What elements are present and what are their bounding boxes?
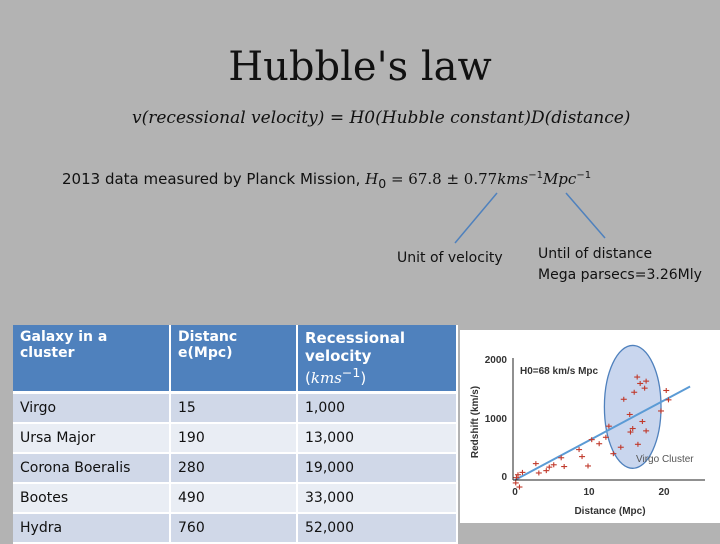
- data-point: [663, 387, 670, 393]
- header-velocity-paren-close: ): [360, 369, 367, 387]
- data-point: [512, 480, 519, 486]
- planck-unit-mpc: Mpc: [542, 170, 577, 188]
- data-point: [617, 444, 624, 450]
- data-point: [605, 423, 612, 429]
- planck-h0-value: = 67.8 ± 0.77: [386, 170, 498, 188]
- header-velocity-label: Recessional velocity: [305, 329, 406, 365]
- header-velocity: Recessional velocity (kms−1): [297, 325, 458, 394]
- data-point: [658, 408, 665, 414]
- distance-cell: 760: [170, 513, 298, 544]
- galaxy-cell: Hydra: [13, 513, 171, 544]
- virgo-cluster-ellipse: [603, 344, 662, 469]
- data-point: [634, 374, 641, 380]
- distance-unit-label: Until of distance Mega parsecs=3.26Mly: [538, 244, 702, 286]
- data-point: [629, 426, 636, 432]
- header-velocity-paren-open: (: [305, 369, 311, 387]
- data-point: [588, 437, 595, 443]
- data-point: [550, 462, 557, 468]
- data-point: [561, 464, 568, 470]
- velocity-cell: 33,000: [297, 483, 458, 514]
- data-point: [513, 475, 520, 481]
- distance-unit-line1: Until of distance: [538, 246, 653, 262]
- header-velocity-unit-exponent: −1: [341, 365, 361, 380]
- header-velocity-unit: kms: [310, 369, 342, 387]
- distance-unit-pointer: [565, 192, 606, 239]
- distance-cell: 490: [170, 483, 298, 514]
- velocity-cell: 19,000: [297, 453, 458, 484]
- slide-title: Hubble's law: [228, 44, 492, 90]
- data-point: [631, 389, 638, 395]
- galaxy-cell: Virgo: [13, 392, 171, 424]
- table-header-row: Galaxy in a cluster Distanc e(Mpc) Reces…: [13, 325, 458, 394]
- data-point: [602, 434, 609, 440]
- data-point: [596, 441, 603, 447]
- distance-cell: 15: [170, 392, 298, 424]
- data-point: [626, 411, 633, 417]
- data-point: [516, 484, 523, 490]
- velocity-unit-label: Unit of velocity: [397, 250, 503, 266]
- data-point: [643, 378, 650, 384]
- table-row: Corona Boeralis 280 19,000: [13, 453, 458, 484]
- planck-unit-mpc-exponent: −1: [576, 170, 592, 181]
- velocity-cell: 52,000: [297, 513, 458, 544]
- data-point: [579, 454, 586, 460]
- header-galaxy: Galaxy in a cluster: [13, 325, 171, 394]
- y-axis-label: Redshift (km/s): [470, 386, 481, 458]
- planck-h0-symbol: H: [365, 170, 379, 188]
- x-tick-label: 0: [512, 487, 518, 498]
- h0-annotation: H0=68 km/s Mpc: [520, 366, 599, 377]
- distance-cell: 190: [170, 423, 298, 454]
- velocity-unit-pointer: [454, 192, 498, 244]
- distance-unit-line2: Mega parsecs=3.26Mly: [538, 267, 702, 283]
- galaxy-cell: Ursa Major: [13, 423, 171, 454]
- data-point: [627, 429, 634, 435]
- virgo-cluster-label: Virgo Cluster: [636, 454, 694, 465]
- hubble-fit-line: [514, 385, 691, 481]
- galaxy-cell: Bootes: [13, 483, 171, 514]
- data-point: [535, 470, 542, 476]
- distance-cell: 280: [170, 453, 298, 484]
- data-point: [543, 468, 550, 474]
- data-point: [514, 472, 521, 478]
- data-point: [639, 419, 646, 424]
- y-tick-label: 2000: [485, 355, 508, 366]
- x-axis-label: Distance (Mpc): [574, 506, 645, 517]
- hubble-formula: v(recessional velocity) = H0(Hubble cons…: [132, 108, 631, 128]
- velocity-cell: 1,000: [297, 392, 458, 424]
- data-point: [610, 451, 617, 457]
- y-tick-label: 1000: [485, 414, 508, 425]
- hubble-plot-panel: 2000 1000 0 0 10 20 Distance (Mpc) Redsh…: [460, 330, 720, 523]
- data-point: [643, 428, 650, 434]
- planck-measurement: 2013 data measured by Planck Mission, H0…: [62, 170, 591, 191]
- y-tick-label: 0: [501, 472, 507, 483]
- table-row: Bootes 490 33,000: [13, 483, 458, 514]
- data-point: [637, 380, 644, 386]
- table-row: Hydra 760 52,000: [13, 513, 458, 544]
- data-point: [585, 463, 592, 469]
- planck-unit-kms-exponent: −1: [528, 170, 543, 181]
- galaxy-cell: Corona Boeralis: [13, 453, 171, 484]
- data-point: [519, 469, 526, 475]
- data-point: [620, 396, 627, 402]
- header-distance: Distanc e(Mpc): [170, 325, 298, 394]
- x-tick-label: 20: [658, 487, 670, 498]
- data-point: [641, 385, 648, 391]
- planck-unit-kms: kms: [497, 170, 529, 188]
- table-row: Ursa Major 190 13,000: [13, 423, 458, 454]
- data-point: [558, 455, 565, 461]
- galaxy-table: Galaxy in a cluster Distanc e(Mpc) Reces…: [13, 325, 458, 544]
- plot-layer: [512, 344, 691, 490]
- data-point: [634, 441, 641, 447]
- x-tick-label: 10: [583, 487, 595, 498]
- data-point: [576, 447, 583, 453]
- planck-text: 2013 data measured by Planck Mission,: [62, 170, 366, 188]
- data-point: [546, 464, 553, 470]
- hubble-plot: 2000 1000 0 0 10 20 Distance (Mpc) Redsh…: [470, 344, 705, 517]
- planck-h0-subscript: 0: [378, 176, 387, 191]
- data-point: [665, 397, 672, 403]
- table-row: Virgo 15 1,000: [13, 392, 458, 424]
- data-point: [532, 461, 539, 467]
- velocity-cell: 13,000: [297, 423, 458, 454]
